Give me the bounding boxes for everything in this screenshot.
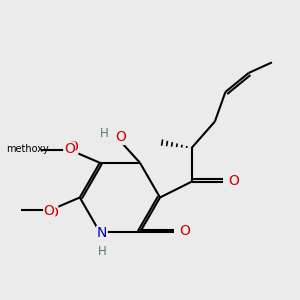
Text: methoxy: methoxy [6, 144, 48, 154]
Text: O: O [179, 224, 190, 238]
Text: O: O [116, 130, 126, 144]
Text: H: H [100, 127, 108, 140]
Text: H: H [98, 245, 106, 258]
Text: O: O [64, 142, 75, 156]
Text: O: O [47, 206, 58, 220]
Text: N: N [97, 226, 107, 240]
Text: O: O [67, 140, 78, 154]
Text: O: O [44, 204, 55, 218]
Text: O: O [228, 174, 239, 188]
